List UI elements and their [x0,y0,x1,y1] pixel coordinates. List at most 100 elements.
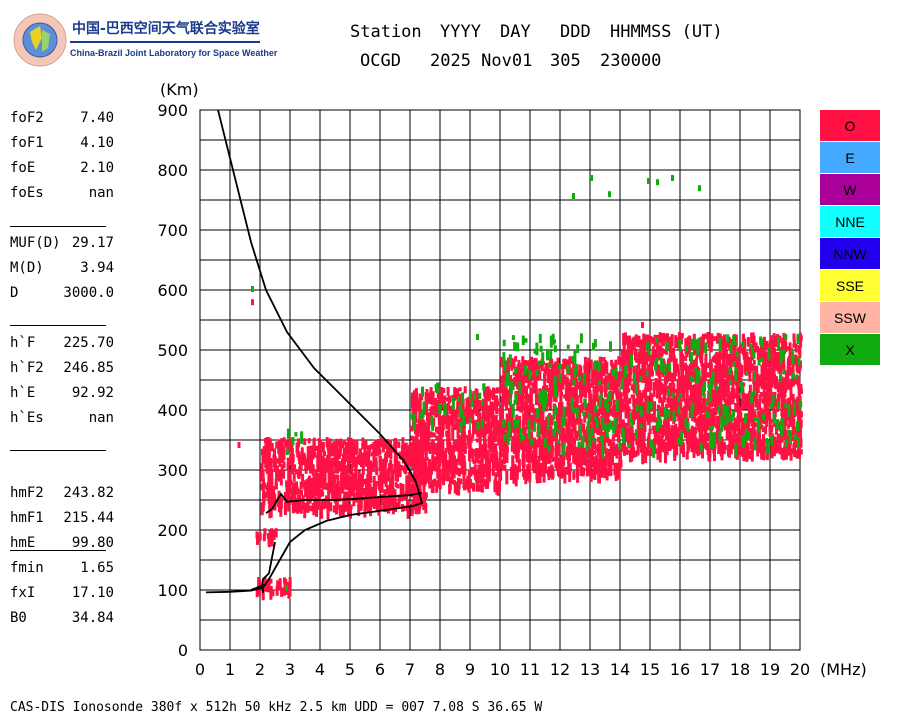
echo-point [684,420,688,429]
echo-point [355,441,359,455]
echo-point [394,465,398,479]
echo-point [588,458,591,466]
echo-point [372,454,376,469]
echo-point [417,457,421,468]
x-tick-label: 13 [580,660,600,679]
echo-point [788,349,792,360]
echo-point [312,481,316,496]
echo-point [448,484,452,495]
echo-point [601,417,605,431]
echo-point [451,430,455,441]
parameters-divider [10,550,106,551]
echo-point [327,450,331,456]
echo-point [516,344,520,349]
echo-point [320,505,324,519]
legend-label: SSW [834,309,866,326]
echo-point [752,430,756,440]
echo-point [560,391,563,397]
echo-point [594,405,598,413]
echo-point [612,441,616,453]
echo-point [451,398,455,409]
echo-point [638,390,642,397]
echo-point [721,336,725,346]
echo-point [573,362,576,374]
echo-point [789,413,793,427]
echo-point [484,423,487,435]
echo-point [584,404,588,419]
echo-point [445,411,449,421]
echo-point [583,365,587,378]
echo-point [352,440,356,452]
echo-point [588,394,592,404]
y-tick-label: 700 [157,221,188,240]
echo-point [471,433,475,439]
echo-point [593,438,597,450]
echo-point [794,343,798,353]
echo-point [662,439,666,453]
echo-point [531,450,535,457]
echo-point [789,378,793,385]
echo-point [333,478,337,484]
echo-point [557,466,560,476]
echo-point [549,414,552,423]
echo-point [384,453,388,467]
echo-point [365,459,369,467]
echo-point [264,439,268,452]
echo-point [398,465,402,478]
echo-point [690,339,694,351]
echo-point [722,404,726,416]
echo-point [779,372,783,382]
echo-point [763,361,767,369]
echo-point [294,469,298,475]
echo-point [588,389,592,397]
echo-point [331,490,335,502]
lab-name-chinese: 中国-巴西空间天气联合实验室 [72,21,260,37]
echo-point [672,410,676,422]
echo-point [673,452,677,461]
echo-point [664,428,668,441]
echo-point [531,359,535,373]
echo-point [516,419,519,428]
echo-point [661,383,665,391]
echo-point [410,435,414,440]
echo-point [463,386,467,394]
echo-point [286,440,290,453]
echo-point [513,471,517,482]
echo-point [573,438,576,445]
echo-point [504,380,508,387]
echo-point [702,434,706,440]
echo-point [340,505,344,513]
echo-point [595,460,599,465]
echo-point [374,497,378,504]
echo-point [782,394,786,402]
echo-point [287,586,291,599]
echo-point [539,426,543,435]
echo-point [342,439,346,445]
echo-point [658,450,662,463]
echo-point [493,479,497,493]
echo-point [597,362,601,371]
echo-point [591,406,595,416]
echo-point [273,456,277,469]
echo-point [669,397,673,406]
echo-point [425,456,429,461]
echo-point [587,357,591,363]
echo-point [283,492,287,499]
instrument-footer: CAS-DIS Ionosonde 380f x 512h 50 kHz 2.5… [10,700,543,715]
echo-point [299,481,303,490]
echo-point [629,366,633,376]
echo-point [620,356,623,367]
echo-point [796,414,800,427]
echo-point [776,367,780,372]
echo-point [483,388,487,397]
echo-point [484,443,488,457]
echo-point [798,400,802,410]
echo-point [717,417,721,424]
echo-point [490,452,494,463]
echo-point [738,436,742,443]
echo-point [452,470,456,479]
echo-point [570,428,574,443]
echo-point [353,475,357,488]
echo-point [645,353,649,365]
echo-point [544,461,548,474]
